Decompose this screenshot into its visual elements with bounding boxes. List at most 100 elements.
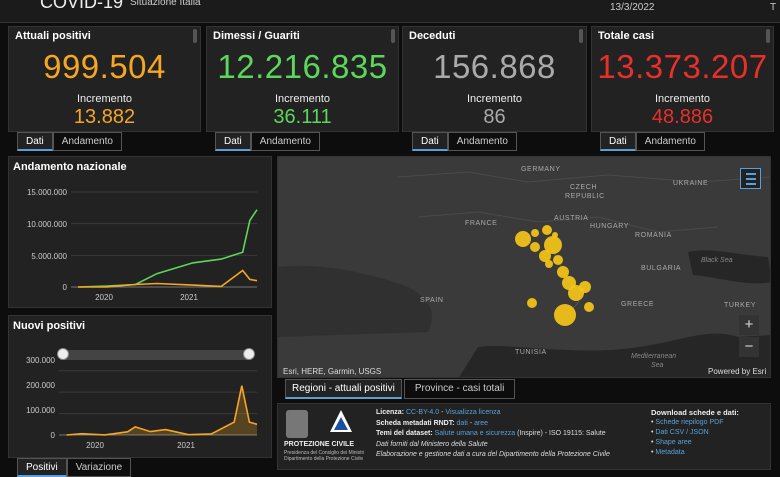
card-totale-casi: Totale casi 13.373.207 Incremento 48.886 bbox=[591, 26, 774, 132]
region-bubble[interactable] bbox=[545, 260, 553, 268]
download-link[interactable]: • Schede riepilogo PDF bbox=[651, 419, 724, 426]
scrollbar[interactable] bbox=[579, 29, 583, 43]
y-tick-label: 300.000 bbox=[26, 356, 55, 365]
label: Licenza: bbox=[376, 409, 405, 416]
map-basemap bbox=[278, 157, 770, 377]
download-title: Download schede e dati: bbox=[651, 408, 739, 417]
region-bubble[interactable] bbox=[584, 302, 594, 312]
download-link-text[interactable]: Metadata bbox=[655, 449, 685, 456]
region-bubble[interactable] bbox=[554, 304, 576, 326]
tab-andamento[interactable]: Andamento bbox=[250, 132, 320, 151]
card-title: Dimessi / Guariti bbox=[213, 30, 300, 42]
region-bubble[interactable] bbox=[527, 298, 537, 308]
region-bubble[interactable] bbox=[557, 266, 569, 278]
region-bubble[interactable] bbox=[544, 236, 562, 254]
tab-andamento[interactable]: Andamento bbox=[52, 132, 122, 151]
region-bubble[interactable] bbox=[531, 229, 539, 237]
card-increment-label: Incremento bbox=[76, 93, 133, 105]
download-link-text[interactable]: Shape aree bbox=[655, 439, 692, 446]
info-line-ministero: Dati forniti dal Ministero della Salute bbox=[376, 440, 488, 448]
logo-org-name: PROTEZIONE CIVILE bbox=[284, 441, 355, 448]
label: Temi del dataset: bbox=[376, 430, 433, 437]
bottom-tabs: Positivi Variazione bbox=[17, 458, 132, 477]
x-tick-label: 2020 bbox=[86, 441, 104, 450]
card-attuali-positivi: Attuali positivi 999.504 Incremento 13.8… bbox=[8, 26, 201, 132]
info-temi-row: Temi del dataset: Salute umana e sicurez… bbox=[376, 429, 646, 440]
protezione-civile-logo bbox=[328, 408, 354, 434]
list-icon-line bbox=[746, 178, 756, 180]
range-slider-end-handle[interactable] bbox=[243, 348, 255, 360]
region-bubble[interactable] bbox=[515, 231, 531, 247]
map-label-country: ROMANIA bbox=[635, 232, 672, 239]
tab-andamento[interactable]: Andamento bbox=[447, 132, 517, 151]
download-link-text[interactable]: Schede riepilogo PDF bbox=[655, 419, 724, 426]
region-bubble[interactable] bbox=[539, 250, 551, 262]
region-bubble[interactable] bbox=[530, 242, 540, 252]
y-tick-label: 0 bbox=[51, 431, 56, 440]
temi-link[interactable]: Salute umana e sicurezza bbox=[434, 430, 516, 437]
range-slider-track[interactable] bbox=[63, 350, 251, 360]
y-tick-label: 100.000 bbox=[26, 406, 55, 415]
tab-dati[interactable]: Dati bbox=[412, 132, 448, 151]
zoom-in-button[interactable]: + bbox=[739, 315, 759, 335]
zoom-out-button[interactable]: − bbox=[739, 337, 759, 357]
download-link-text[interactable]: Dati CSV / JSON bbox=[655, 429, 709, 436]
map-label-country: TURKEY bbox=[724, 302, 756, 309]
y-tick-label: 10.000.000 bbox=[27, 220, 68, 229]
card-title: Deceduti bbox=[409, 30, 456, 42]
y-tick-label: 0 bbox=[63, 283, 68, 292]
x-tick-label: 2021 bbox=[177, 441, 195, 450]
view-license-link[interactable]: Visualizza licenza bbox=[445, 409, 501, 416]
range-slider-start-handle[interactable] bbox=[57, 348, 69, 360]
download-link[interactable]: • Metadata bbox=[651, 449, 685, 456]
card-increment-value: 13.882 bbox=[73, 106, 136, 128]
series-line[interactable] bbox=[78, 209, 258, 288]
tab-province-casi-totali[interactable]: Province - casi totali bbox=[403, 379, 516, 399]
rndt-aree-link[interactable]: aree bbox=[474, 419, 489, 427]
y-tick-label: 200.000 bbox=[26, 381, 55, 390]
chart-title: Nuovi positivi bbox=[13, 320, 86, 332]
region-bubble[interactable] bbox=[579, 281, 591, 293]
map-label-country: GREECE bbox=[621, 301, 655, 308]
card-title: Totale casi bbox=[598, 30, 655, 42]
series-area bbox=[66, 385, 257, 435]
info-line-elaborazione: Elaborazione e gestione dati a cura del … bbox=[376, 451, 610, 458]
map-label-country: BULGARIA bbox=[641, 265, 682, 272]
map-label-sea: Black Sea bbox=[701, 257, 733, 264]
region-bubble[interactable] bbox=[542, 225, 552, 235]
header-subtitle: Situazione Italia bbox=[130, 0, 201, 8]
scrollbar[interactable] bbox=[391, 29, 395, 43]
tab-dati[interactable]: Dati bbox=[215, 132, 251, 151]
legend-toggle-button[interactable] bbox=[740, 168, 761, 189]
tab-variazione[interactable]: Variazione bbox=[66, 458, 132, 477]
info-scheda-row: Scheda metadati RNDT: dati - aree bbox=[376, 419, 646, 430]
map-panel[interactable]: GERMANY CZECH REPUBLIC AUSTRIA FRANCE HU… bbox=[277, 156, 771, 378]
scrollbar[interactable] bbox=[193, 29, 197, 43]
map-label-country: UKRAINE bbox=[673, 180, 709, 187]
map-label-country: HUNGARY bbox=[590, 223, 630, 230]
map-label-country: GERMANY bbox=[521, 166, 561, 173]
region-bubble[interactable] bbox=[553, 255, 563, 265]
download-link[interactable]: • Shape aree bbox=[651, 439, 692, 446]
tab-dati[interactable]: Dati bbox=[600, 132, 636, 151]
tab-dati[interactable]: Dati bbox=[17, 132, 53, 151]
card-value: 156.868 bbox=[433, 48, 556, 85]
series-line[interactable] bbox=[78, 269, 258, 288]
card-value: 999.504 bbox=[43, 48, 166, 85]
tab-positivi[interactable]: Positivi bbox=[17, 458, 67, 477]
rndt-dati-link[interactable]: dati bbox=[456, 419, 468, 427]
download-link[interactable]: • Dati CSV / JSON bbox=[651, 429, 709, 436]
license-link[interactable]: CC-BY-4.0 bbox=[405, 409, 440, 416]
card-tabs: Dati Andamento bbox=[17, 132, 122, 151]
map-label-country: REPUBLIC bbox=[565, 193, 605, 200]
list-icon bbox=[746, 173, 756, 185]
scrollbar[interactable] bbox=[766, 29, 770, 43]
y-tick-label: 5.000.000 bbox=[31, 252, 67, 261]
map-powered-by[interactable]: Powered by Esri bbox=[708, 367, 767, 376]
series-line[interactable] bbox=[66, 385, 258, 436]
nuovi-positivi-chart: 300.000 200.000 100.000 0 2020 2021 bbox=[26, 356, 258, 450]
tab-regioni-attuali-positivi[interactable]: Regioni - attuali positivi bbox=[285, 379, 402, 399]
tab-andamento[interactable]: Andamento bbox=[635, 132, 705, 151]
header: COVID-19 Situazione Italia 13/3/2022 T bbox=[0, 0, 780, 23]
header-title: COVID-19 bbox=[40, 0, 124, 12]
